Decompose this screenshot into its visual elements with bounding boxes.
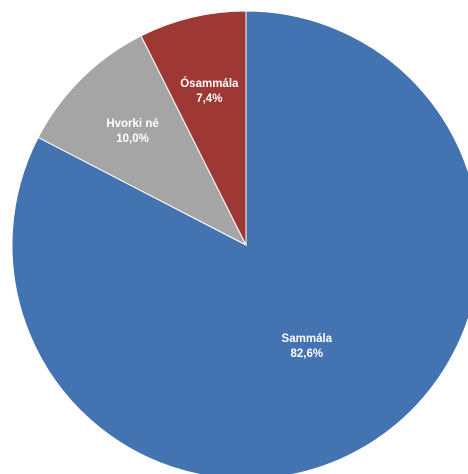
slice-category-label: Sammála <box>282 333 333 345</box>
pie-slice-label-2: Hvorki né 10,0% <box>106 118 158 145</box>
slice-value-label: 7,4% <box>196 93 222 105</box>
labels-layer: Sammála 82,6% Hvorki né 10,0% Ósammála 7,4% <box>106 77 332 360</box>
pie-slice-label-1: Sammála 82,6% <box>282 333 333 360</box>
pie-slice-3 <box>140 10 247 246</box>
pie-slice-2 <box>37 35 248 247</box>
pie-slice-1 <box>11 10 468 474</box>
pie-slice-label-3: Ósammála 7,4% <box>180 77 239 105</box>
slice-value-label: 82,6% <box>291 348 324 360</box>
slice-value-label: 10,0% <box>116 133 149 145</box>
slice-category-label: Hvorki né <box>106 118 158 130</box>
slice-category-label: Ósammála <box>180 77 239 90</box>
slices-layer <box>11 10 468 474</box>
